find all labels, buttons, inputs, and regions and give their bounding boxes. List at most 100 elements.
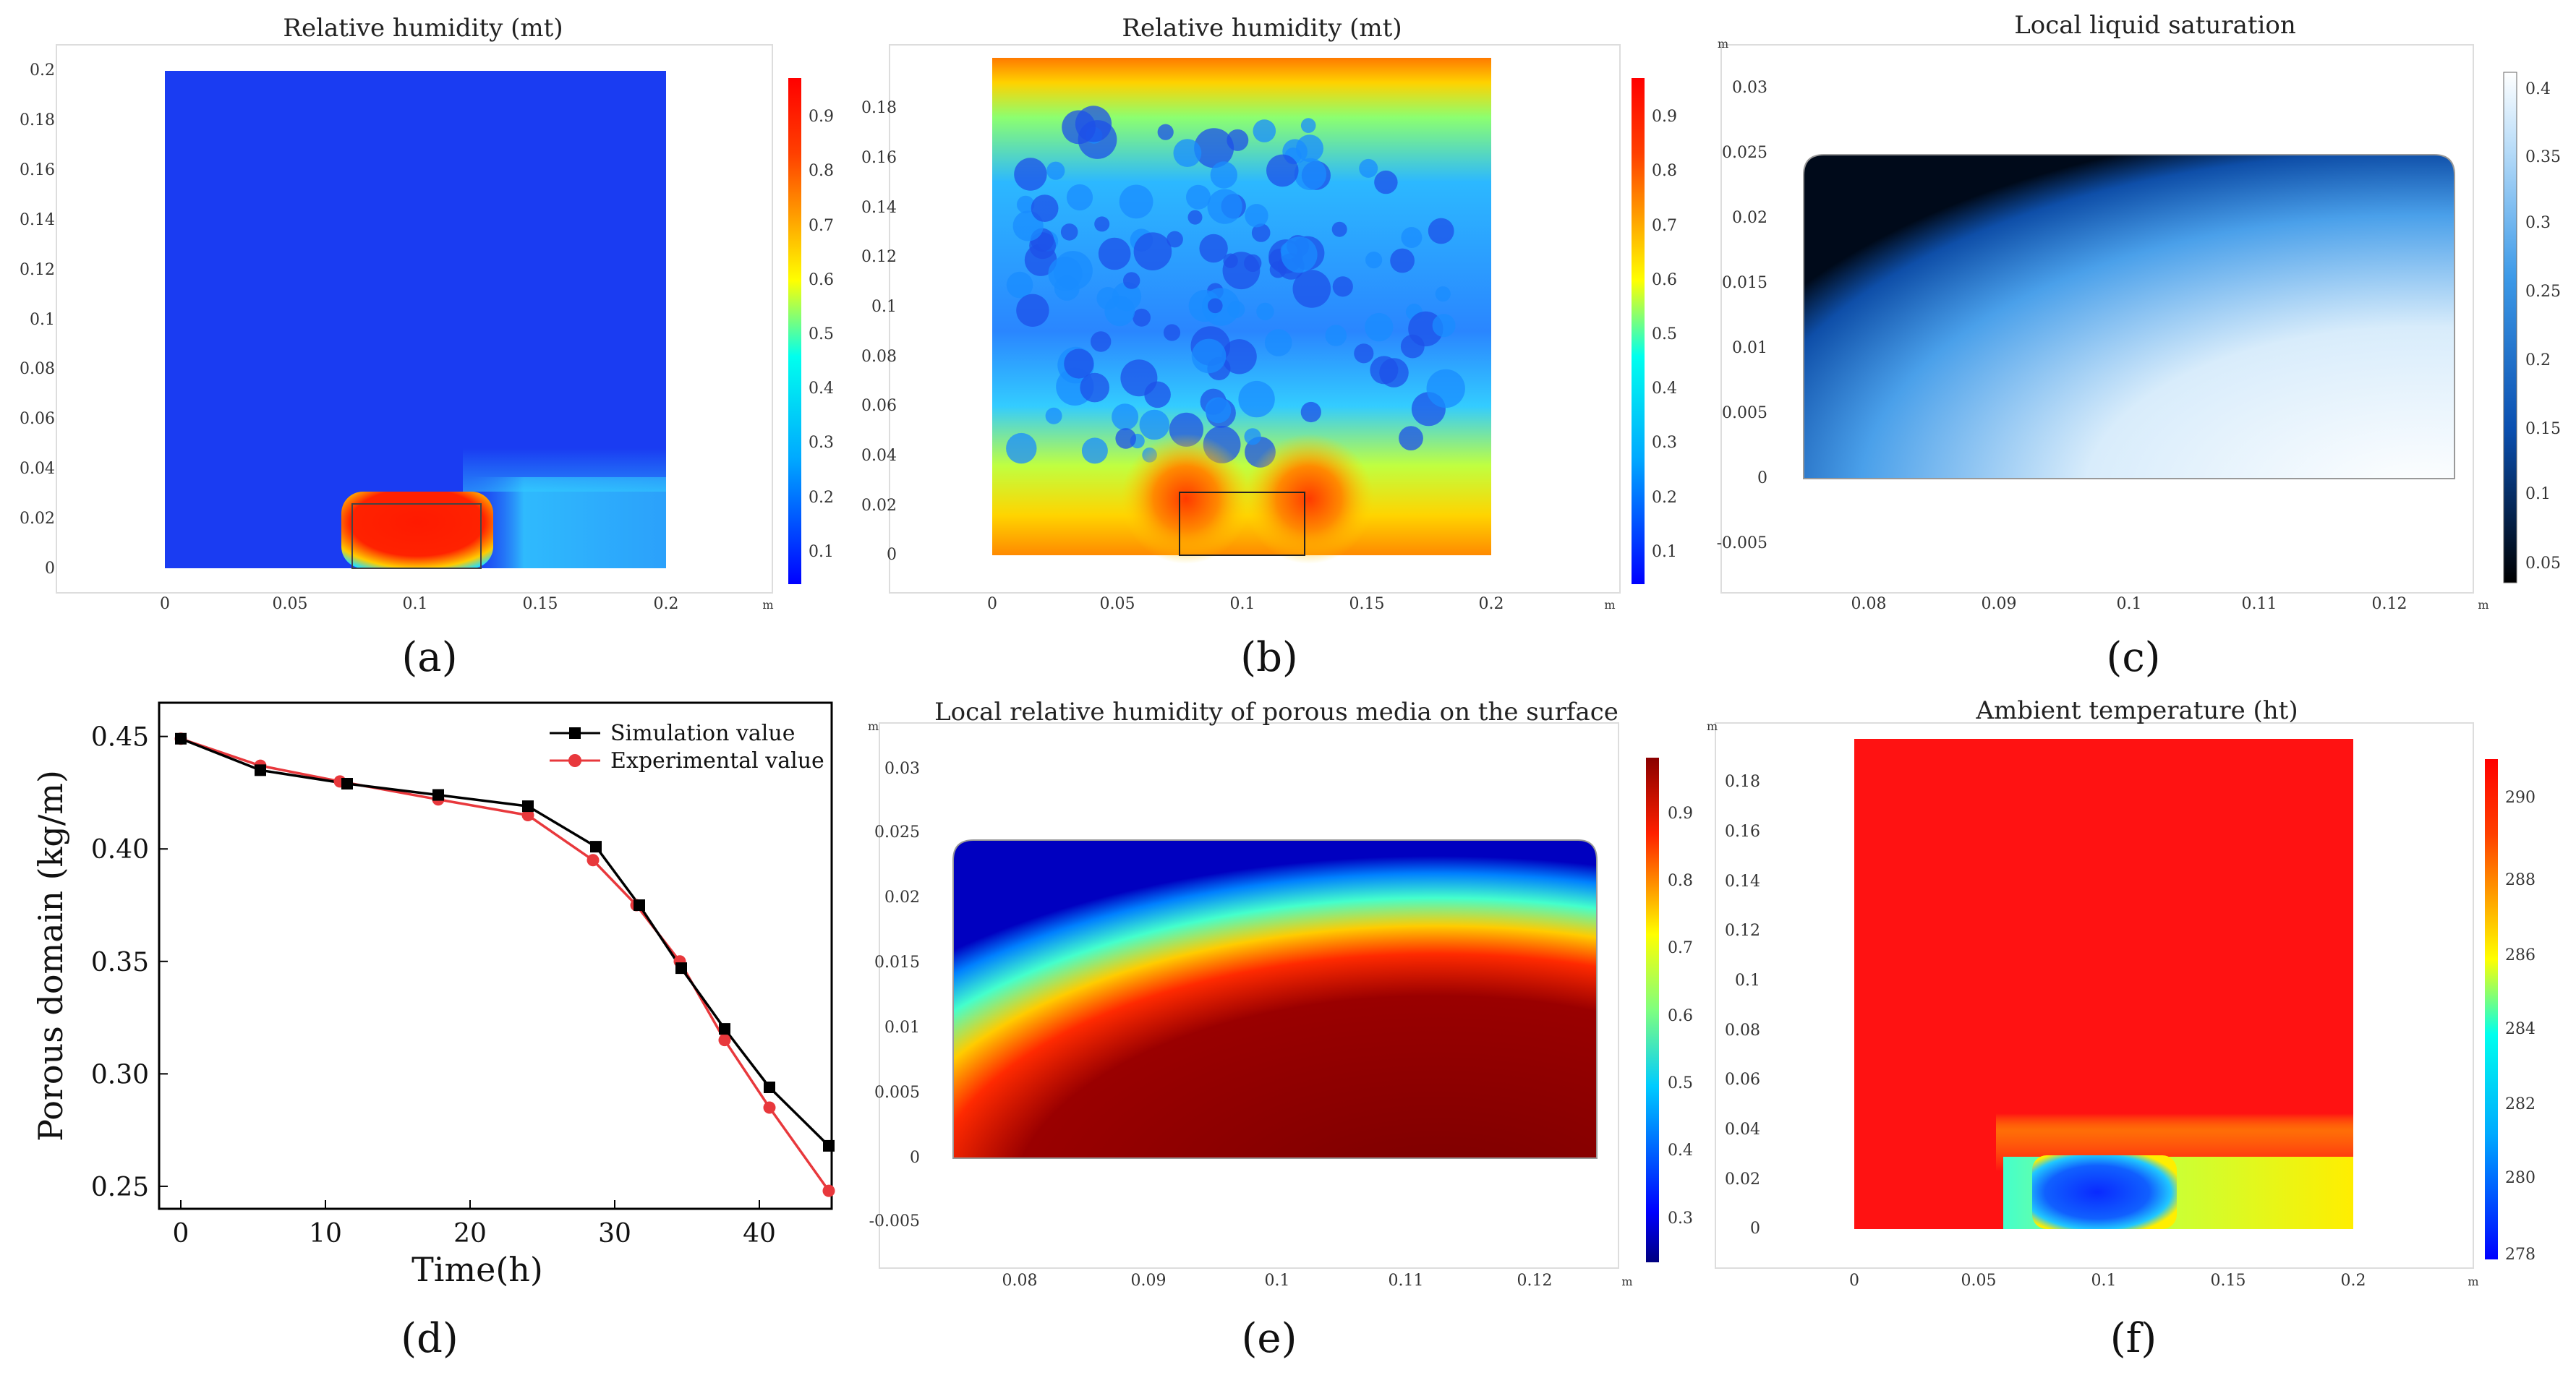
particle bbox=[1123, 272, 1140, 289]
y-tick-label: 0.04 bbox=[1725, 1121, 1760, 1139]
particle bbox=[1112, 403, 1139, 431]
y-tick-label: 0.2 bbox=[30, 61, 55, 80]
y-tick-label: 0.35 bbox=[91, 948, 149, 977]
x-tick-label: 0.1 bbox=[2117, 595, 2142, 613]
y-tick-label: 0.40 bbox=[91, 835, 149, 865]
plume-fade bbox=[463, 448, 666, 492]
particle bbox=[1045, 407, 1062, 424]
colorbar: 0.1 0.2 0.3 0.4 0.5 0.6 0.7 0.8 0.9 bbox=[788, 78, 834, 584]
panel-e: Local relative humidity of porous media … bbox=[868, 698, 1693, 1362]
y-tick-label: 0.02 bbox=[1732, 209, 1767, 227]
colorbar-tick: 0.3 bbox=[809, 434, 834, 452]
hotspot bbox=[1244, 434, 1374, 564]
particle bbox=[1426, 369, 1465, 408]
y-tick-label: 0.1 bbox=[871, 298, 897, 316]
x-tick-label: 0 bbox=[987, 595, 997, 613]
data-point-experimental bbox=[587, 854, 600, 867]
colorbar-tick: 0.4 bbox=[1668, 1142, 1693, 1160]
particle bbox=[1048, 257, 1083, 291]
data-point-simulation bbox=[522, 800, 534, 813]
y-tick-label: 0.14 bbox=[20, 211, 55, 229]
colorbar-tick: 0.1 bbox=[2525, 485, 2551, 503]
particle bbox=[1191, 338, 1227, 374]
colorbar-gradient bbox=[2485, 759, 2498, 1259]
y-tick-label: 0 bbox=[1750, 1220, 1760, 1238]
x-tick-label: 0.11 bbox=[1389, 1272, 1424, 1290]
particle bbox=[1400, 334, 1425, 359]
y-tick-label: 0.015 bbox=[1722, 274, 1767, 292]
y-tick-label: 0.08 bbox=[861, 348, 897, 366]
panel-caption: (c) bbox=[2106, 634, 2160, 681]
particle bbox=[1091, 331, 1112, 352]
y-tick-label: 0.30 bbox=[91, 1060, 149, 1090]
x-tick-label: 40 bbox=[743, 1219, 776, 1249]
colorbar-tick: 278 bbox=[2505, 1246, 2536, 1264]
particle bbox=[1374, 170, 1398, 194]
panel-title: Relative humidity (mt) bbox=[283, 14, 563, 43]
colorbar-tick: 280 bbox=[2505, 1169, 2536, 1187]
x-axis: 0 0.05 0.1 0.15 0.2 m bbox=[160, 595, 774, 613]
particle bbox=[1186, 184, 1211, 210]
legend: Simulation value Experimental value bbox=[550, 721, 824, 774]
x-tick-label: 20 bbox=[453, 1219, 487, 1249]
particle bbox=[1064, 348, 1094, 379]
x-tick-label: 0.09 bbox=[1131, 1272, 1167, 1290]
x-tick-label: 0.1 bbox=[1265, 1272, 1290, 1290]
colorbar-tick: 0.5 bbox=[1652, 325, 1677, 343]
particle bbox=[1332, 276, 1353, 297]
particle bbox=[1390, 248, 1415, 273]
particle bbox=[1401, 227, 1423, 248]
particle bbox=[1281, 236, 1318, 273]
colorbar-tick: 0.2 bbox=[809, 489, 834, 507]
y-tick-label: 0.16 bbox=[1725, 823, 1760, 841]
porous-sample-outline bbox=[1179, 492, 1305, 556]
y-axis: 0 0.02 0.04 0.06 0.08 0.1 0.12 0.14 0.16… bbox=[20, 61, 55, 578]
axis-unit: m bbox=[762, 598, 773, 612]
particle bbox=[1098, 237, 1131, 270]
data-point-experimental bbox=[718, 1034, 731, 1047]
colorbar-tick: 282 bbox=[2505, 1095, 2536, 1113]
data-point-experimental bbox=[521, 809, 534, 822]
y-tick-label: 0.01 bbox=[1732, 339, 1767, 357]
x-tick-label: 30 bbox=[598, 1219, 631, 1249]
colorbar-gradient bbox=[2503, 72, 2517, 583]
colorbar-tick: 0.8 bbox=[1652, 162, 1677, 180]
particle bbox=[1094, 216, 1110, 232]
colorbar-tick: 0.4 bbox=[1652, 380, 1677, 398]
colorbar-tick: 0.4 bbox=[2525, 80, 2551, 98]
y-axis-label: Porous domain (kg/m) bbox=[31, 770, 70, 1142]
colorbar: 0.1 0.2 0.3 0.4 0.5 0.6 0.7 0.8 0.9 bbox=[1632, 78, 1677, 584]
colorbar: 278 280 282 284 286 288 290 bbox=[2485, 759, 2536, 1264]
axis-unit: m bbox=[1621, 1275, 1632, 1288]
panel-d: 0 10 20 30 40 0.25 0.30 0.35 0.40 0.45 Time(h) Po… bbox=[31, 701, 835, 1362]
y-tick-label: 0.06 bbox=[861, 397, 897, 415]
particle bbox=[1144, 381, 1171, 408]
x-tick-label: 0.08 bbox=[1851, 595, 1887, 613]
x-tick-label: 0.08 bbox=[1002, 1272, 1038, 1290]
colorbar-tick: 0.9 bbox=[1668, 805, 1693, 823]
y-tick-label: -0.005 bbox=[1717, 534, 1767, 552]
axis-unit: m bbox=[1707, 719, 1718, 733]
particle bbox=[1017, 195, 1035, 214]
x-tick-label: 0 bbox=[160, 595, 170, 613]
colorbar-tick: 0.6 bbox=[1668, 1007, 1693, 1025]
y-tick-label: 0.06 bbox=[20, 410, 55, 428]
particle bbox=[1133, 308, 1151, 327]
x-tick-label: 0.12 bbox=[2372, 595, 2407, 613]
particle bbox=[1187, 210, 1203, 225]
colorbar-tick: 0.5 bbox=[809, 325, 834, 343]
colorbar-tick: 0.1 bbox=[809, 543, 834, 561]
y-tick-label: 0 bbox=[910, 1149, 920, 1167]
particle bbox=[1300, 401, 1321, 423]
plot-area bbox=[158, 701, 833, 1210]
y-tick-label: 0.03 bbox=[1732, 79, 1767, 97]
particle bbox=[1256, 302, 1274, 321]
colorbar-tick: 0.9 bbox=[1652, 108, 1677, 126]
x-tick-label: 0.05 bbox=[1100, 595, 1135, 613]
panel-b: Relative humidity (mt) 0 0.05 0.1 0.15 0… bbox=[861, 14, 1677, 681]
y-tick-label: 0.01 bbox=[884, 1019, 920, 1037]
data-point-simulation bbox=[719, 1023, 730, 1035]
colorbar: 0.3 0.4 0.5 0.6 0.7 0.8 0.9 bbox=[1646, 758, 1693, 1262]
particle bbox=[1300, 118, 1316, 133]
colorbar-tick: 0.6 bbox=[1652, 271, 1677, 289]
